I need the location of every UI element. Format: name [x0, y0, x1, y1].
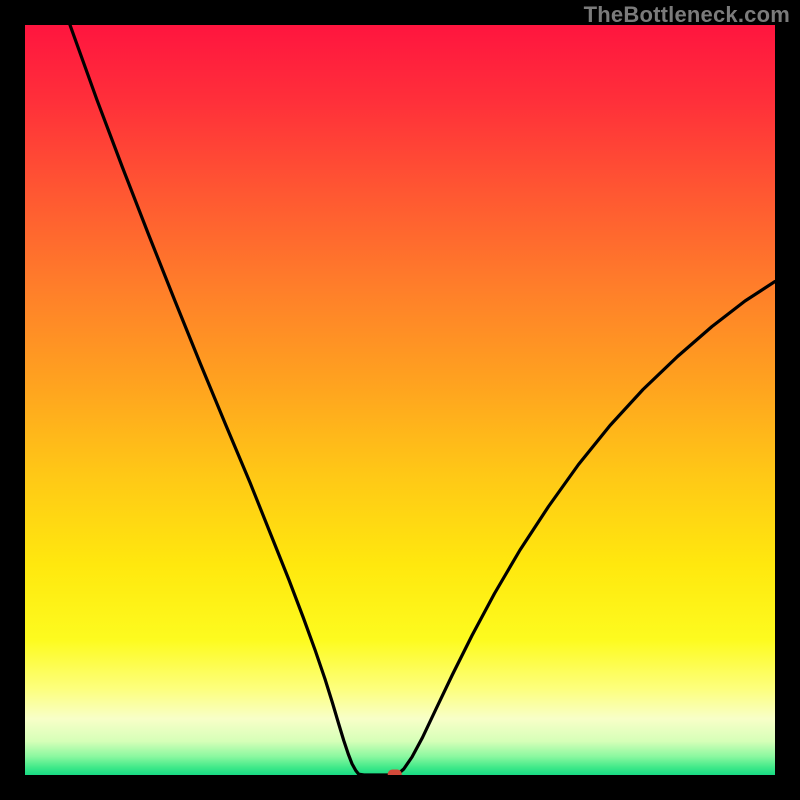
bottleneck-chart [25, 25, 775, 775]
optimum-marker [388, 770, 402, 776]
chart-frame: TheBottleneck.com [0, 0, 800, 800]
chart-background [25, 25, 775, 775]
